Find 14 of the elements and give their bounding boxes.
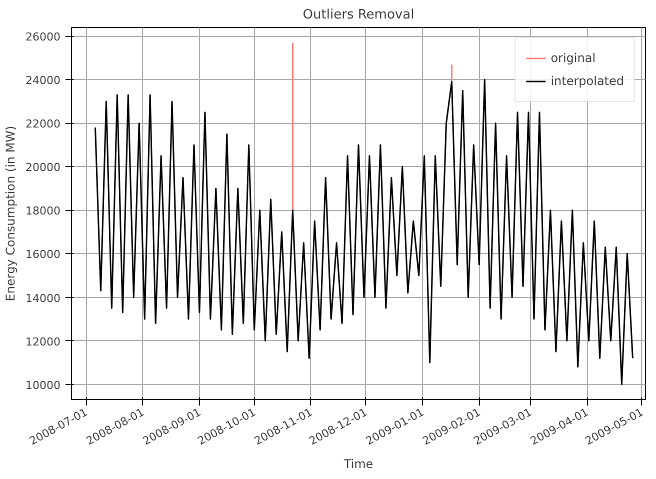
y-tick-label: 24000 <box>26 74 61 88</box>
y-tick-label: 22000 <box>26 118 61 131</box>
y-tick-label: 12000 <box>26 335 61 348</box>
y-axis-title: Energy Consumption (in MW) <box>4 126 18 302</box>
y-tick-label: 20000 <box>26 161 61 174</box>
x-axis-title: Time <box>342 457 374 472</box>
y-tick-label: 16000 <box>26 248 61 262</box>
chart-title: Outliers Removal <box>302 8 414 22</box>
legend-label: original <box>550 51 596 65</box>
y-tick-label: 10000 <box>26 378 61 392</box>
y-tick-label: 18000 <box>26 204 61 218</box>
y-tick-label: 26000 <box>26 30 61 44</box>
legend-label: interpolated <box>550 74 624 88</box>
y-tick-label: 14000 <box>26 292 61 305</box>
